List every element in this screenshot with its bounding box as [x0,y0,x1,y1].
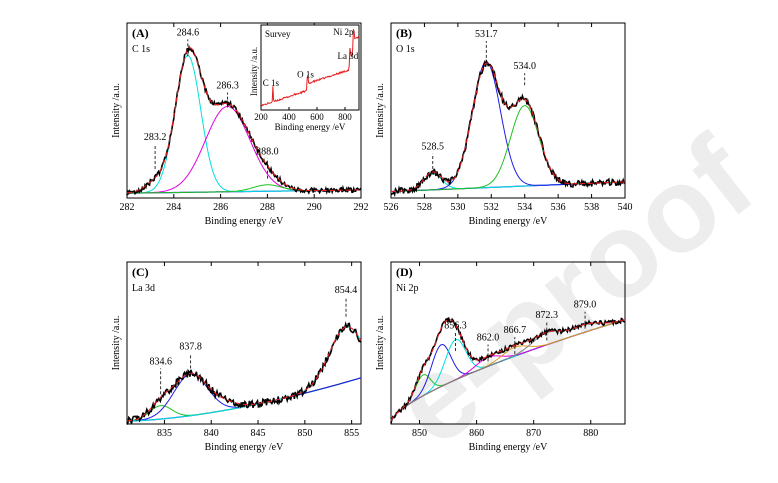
peak-label: 531.7 [475,29,498,40]
x-tick-label: 528 [417,202,432,213]
x-tick-label: 850 [412,428,427,439]
element-label: La 3d [132,283,155,294]
peak-label: 854.4 [335,285,358,296]
peak-label: 856.3 [444,321,467,332]
y-axis-label: Intensity /a.u. [375,83,386,138]
inset-x-axis-label: Binding energy /eV [275,122,346,132]
fit-envelope [127,326,362,422]
x-tick-label: 290 [307,202,322,213]
inset-x-tick-label: 200 [254,112,268,122]
panel-label: (A) [132,26,149,40]
panel-label: (D) [396,265,413,279]
peak-label: 528.5 [422,142,445,153]
x-tick-label: 538 [584,202,599,213]
raw-spectrum [126,320,362,425]
component-curve [127,326,362,422]
x-tick-label: 880 [583,428,598,439]
peak-label: 862.0 [477,333,500,344]
plot-frame [126,22,362,199]
panel-label: (B) [396,26,412,40]
panel-c: 835 840 845 850 855 Binding energy /eV Intensi… [111,261,362,453]
x-tick-label: 870 [526,428,541,439]
plot-frame [390,22,626,199]
x-tick-label: 536 [551,202,566,213]
panel-label: (C) [132,265,149,279]
inset-x-tick-label: 400 [282,112,296,122]
peak-label: 866.7 [504,325,527,336]
x-axis-label: Binding energy /eV [469,442,548,453]
x-tick-label: 835 [157,428,172,439]
panel-b: 526 528 530 532 534 536 538 540 Binding energy /… [375,22,633,227]
y-axis-label: Intensity /a.u. [375,316,386,371]
x-tick-label: 850 [297,428,312,439]
component-curve [126,377,362,422]
x-tick-label: 288 [260,202,275,213]
x-tick-label: 534 [517,202,532,213]
x-tick-label: 530 [450,202,465,213]
survey-peak-label: Ni 2p [333,27,354,37]
peak-label: 879.0 [574,300,597,311]
survey-peak-label: La 3d [338,51,359,61]
peak-label: 872.3 [536,310,559,321]
background-line [127,377,362,422]
x-tick-label: 526 [384,202,399,213]
fit-envelope [390,318,626,422]
inset-y-axis-label: Intensity /a.u. [249,47,259,96]
x-tick-label: 286 [213,202,228,213]
x-axis-label: Binding energy /eV [205,442,284,453]
inset-title: Survey [265,29,291,39]
x-tick-label: 855 [344,428,359,439]
fit-envelope [126,47,362,194]
survey-peak-label: O 1s [297,70,314,80]
plot-frame [390,261,626,425]
inset-x-tick-label: 800 [338,112,352,122]
x-tick-label: 284 [166,202,181,213]
y-axis-label: Intensity /a.u. [111,316,122,371]
x-tick-label: 282 [120,202,135,213]
background-line-2 [127,377,362,422]
survey-peak-label: C 1s [263,78,280,88]
plot-frame [126,261,362,425]
x-tick-label: 292 [354,202,369,213]
peak-label: 288.0 [256,147,279,158]
component-curve [127,106,362,194]
peak-label: 283.2 [144,132,167,143]
survey-spectrum [260,29,360,108]
x-axis-label: Binding energy /eV [205,216,284,227]
raw-spectrum [390,59,626,198]
x-axis-label: Binding energy /eV [469,216,548,227]
y-axis-label: Intensity /a.u. [111,83,122,138]
inset-frame [260,24,360,111]
element-label: Ni 2p [396,283,419,294]
x-tick-label: 860 [469,428,484,439]
x-tick-label: 540 [618,202,633,213]
panel-d: 850 860 870 880 Binding energy /eV Intensity … [375,261,626,453]
x-tick-label: 840 [204,428,219,439]
panel-a: 282 284 286 288 290 292 Binding energy /eV Inte… [111,22,369,227]
component-curve [390,61,625,193]
peak-label: 534.0 [513,61,536,72]
peak-label: 834.6 [149,356,172,367]
x-tick-label: 532 [484,202,499,213]
element-label: C 1s [132,44,150,55]
peak-label: 284.6 [177,27,200,38]
raw-spectrum [390,317,625,424]
element-label: O 1s [396,44,415,55]
peak-label: 837.8 [179,341,202,352]
x-tick-label: 845 [251,428,266,439]
fit-envelope [390,62,625,193]
inset-x-tick-label: 600 [310,112,324,122]
peak-label: 286.3 [216,81,239,92]
